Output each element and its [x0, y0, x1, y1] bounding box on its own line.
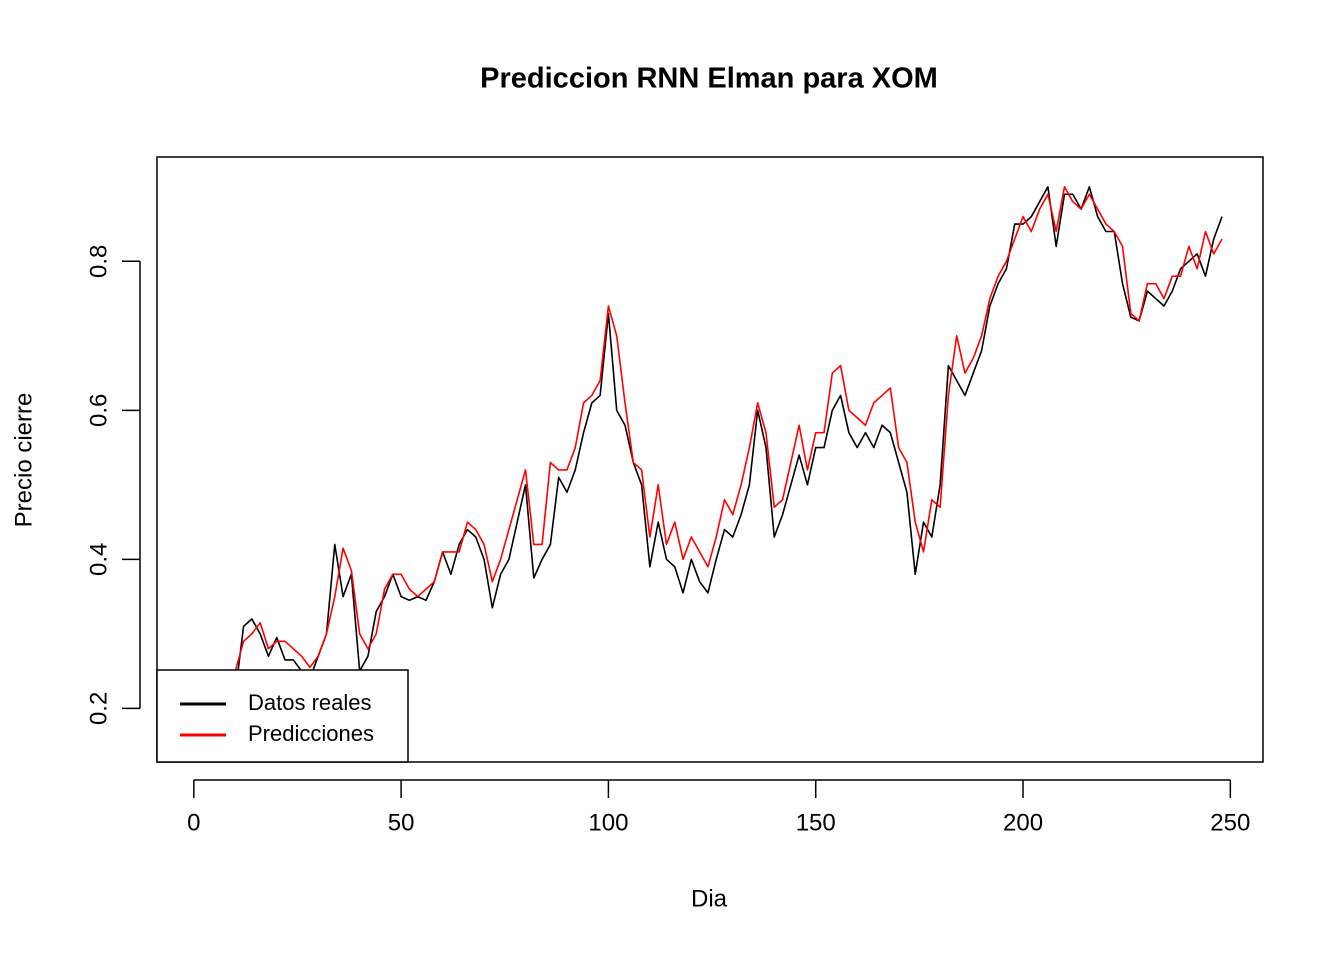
chart-title: Prediccion RNN Elman para XOM: [480, 63, 938, 95]
x-tick-label: 150: [796, 809, 836, 836]
legend-label: Predicciones: [248, 721, 374, 746]
legend-box: [156, 669, 409, 763]
data-line: [201, 186, 1223, 717]
plot-frame: [156, 156, 1264, 763]
y-axis-label: Precio cierre: [10, 393, 37, 528]
x-tick-label: 0: [187, 809, 200, 836]
x-tick-label: 50: [388, 809, 415, 836]
y-tick-label: 0.6: [85, 394, 112, 427]
y-tick-label: 0.4: [85, 543, 112, 576]
legend-label: Datos reales: [248, 690, 372, 715]
y-tick-label: 0.2: [85, 692, 112, 725]
x-tick-label: 200: [1003, 809, 1043, 836]
y-tick-label: 0.8: [85, 245, 112, 278]
data-line: [234, 186, 1223, 672]
x-axis-label: Dia: [691, 885, 728, 912]
x-tick-label: 250: [1210, 809, 1250, 836]
x-tick-label: 100: [588, 809, 628, 836]
